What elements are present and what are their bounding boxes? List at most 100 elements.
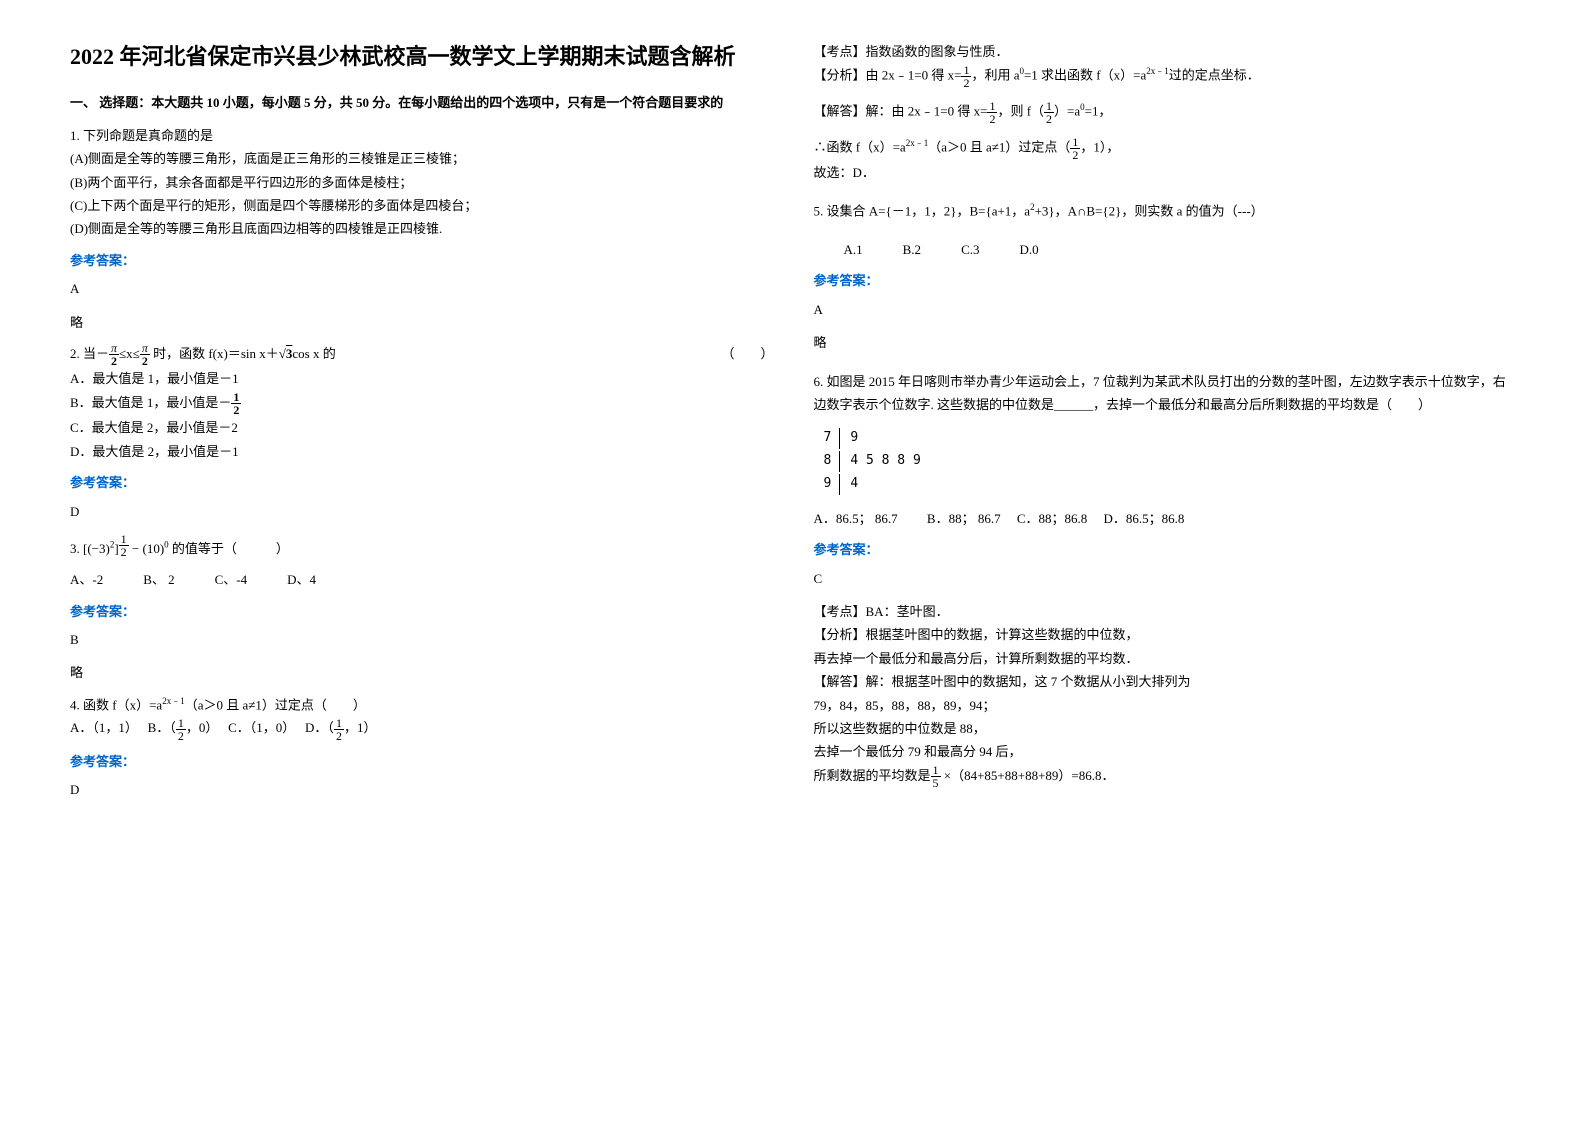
q2-stem: 2. 当－π2≤x≤π2 时，函数 f(x)＝sin x＋√3cos x 的 （… xyxy=(70,342,774,368)
left-column: 2022 年河北省保定市兴县少林武校高一数学文上学期期末试题含解析 一、 选择题… xyxy=(50,40,794,1082)
leaf-8: 4 5 8 8 9 xyxy=(842,451,928,472)
q5-optD: D.0 xyxy=(1019,238,1038,261)
answer-label: 参考答案： xyxy=(70,249,774,272)
concl-prefix: ∴函数 f（x）=a xyxy=(814,139,906,154)
q4-answer: D xyxy=(70,778,774,801)
q3-note: 略 xyxy=(70,661,774,684)
q2-mid: ≤x≤ xyxy=(119,346,140,361)
q5-optC: C.3 xyxy=(961,238,979,261)
q4-stem: 4. 函数 f（x）=a2x﹣1（a＞0 且 a≠1）过定点（ ） xyxy=(70,693,774,717)
answer-label-2: 参考答案： xyxy=(70,471,774,494)
fenxi-end: 过的定点坐标． xyxy=(1169,68,1260,83)
q6-optA: A．86.5； 86.7 xyxy=(814,511,898,526)
leaf-9: 4 xyxy=(842,474,928,495)
q3-optB: B、 2 xyxy=(143,568,174,591)
answer-label-6: 参考答案： xyxy=(814,538,1518,561)
question-3: 3. [(−3)2]12 − (10)0 的值等于（ ） A、-2 B、 2 C… xyxy=(70,533,774,685)
fenxi: 【分析】由 2x﹣1=0 得 x=12，利用 a0=1 求出函数 f（x）=a2… xyxy=(814,63,1518,89)
q6-jieda: 【解答】解：根据茎叶图中的数据知，这 7 个数据从小到大排列为 xyxy=(814,670,1518,693)
q6-jieda4: 去掉一个最低分 79 和最高分 94 后， xyxy=(814,740,1518,763)
jieda-suffix: ）=a xyxy=(1054,104,1080,119)
answer-label-5: 参考答案： xyxy=(814,269,1518,292)
q6-jieda5-prefix: 所剩数据的平均数是 xyxy=(814,768,931,783)
q4-analysis: 【考点】指数函数的图象与性质． 【分析】由 2x﹣1=0 得 x=12，利用 a… xyxy=(814,40,1518,184)
q6-options: A．86.5； 86.7 B．88； 86.7 C．88；86.8 D．86.5… xyxy=(814,507,1518,530)
q4-optD: D．（12，1） xyxy=(305,720,376,735)
q4-optD-prefix: D．（ xyxy=(305,720,334,735)
question-5: 5. 设集合 A={－1，1，2}，B={a+1，a2+3}，A∩B={2}，则… xyxy=(814,199,1518,354)
stem-7: 7 xyxy=(816,428,841,449)
q5-options: A.1 B.2 C.3 D.0 xyxy=(844,238,1518,261)
q4-optB: B．（12，0） xyxy=(148,720,212,735)
q2-optD: D．最大值是 2，最小值是－1 xyxy=(70,440,774,463)
q6-jieda2: 79，84，85，88，88，89，94； xyxy=(814,694,1518,717)
q5-stem-text: 5. 设集合 A={－1，1，2}，B={a+1，a xyxy=(814,204,1031,219)
q6-jieda-label: 【解答】 xyxy=(814,674,866,689)
q6-optD: D．86.5；86.8 xyxy=(1104,511,1185,526)
q1-optB: (B)两个面平行，其余各面都是平行四边形的多面体是棱柱； xyxy=(70,171,774,194)
question-6: 6. 如图是 2015 年日喀则市举办青少年运动会上，7 位裁判为某武术队员打出… xyxy=(814,370,1518,790)
answer-label-4: 参考答案： xyxy=(70,750,774,773)
jieda-prefix: 解：由 2x﹣1=0 得 x= xyxy=(866,104,988,119)
q5-stem-suffix: +3}，A∩B={2}，则实数 a 的值为（---） xyxy=(1035,204,1264,219)
q4-optB-prefix: B．（ xyxy=(148,720,176,735)
stem-9: 9 xyxy=(816,474,841,495)
gu: 故选：D． xyxy=(814,161,1518,184)
q6-kaodian: 【考点】BA：茎叶图． xyxy=(814,600,1518,623)
q4-stem-text: 4. 函数 f（x）=a xyxy=(70,697,162,712)
fenxi-label: 【分析】 xyxy=(814,68,866,83)
stem-leaf-plot: 79 84 5 8 8 9 94 xyxy=(814,426,931,496)
q1-answer: A xyxy=(70,277,774,300)
q1-optA: (A)侧面是全等的等腰三角形，底面是正三角形的三棱锥是正三棱锥； xyxy=(70,147,774,170)
pi-over-2: π2 xyxy=(109,342,119,367)
question-1: 1. 下列命题是真命题的是 (A)侧面是全等的等腰三角形，底面是正三角形的三棱锥… xyxy=(70,124,774,334)
fenxi-mid: ，利用 a xyxy=(971,68,1019,83)
q5-answer: A xyxy=(814,298,1518,321)
conclusion: ∴函数 f（x）=a2x﹣1（a＞0 且 a≠1）过定点（12，1）， xyxy=(814,135,1518,161)
q3-optD: D、4 xyxy=(287,568,316,591)
jieda-label: 【解答】 xyxy=(814,104,866,119)
answer-label-3: 参考答案： xyxy=(70,600,774,623)
q6-jieda5-suffix: ×（84+85+88+88+89）=86.8． xyxy=(941,768,1115,783)
q3-optC: C、-4 xyxy=(215,568,248,591)
q6-stem: 6. 如图是 2015 年日喀则市举办青少年运动会上，7 位裁判为某武术队员打出… xyxy=(814,370,1518,417)
q2-prefix: 2. 当－ xyxy=(70,346,109,361)
jieda-mid: ，则 f（ xyxy=(997,104,1044,119)
q3-stem: 3. [(−3)2]12 − (10)0 的值等于（ ） xyxy=(70,533,774,560)
q5-stem: 5. 设集合 A={－1，1，2}，B={a+1，a2+3}，A∩B={2}，则… xyxy=(814,199,1518,223)
q6-fenxi1: 根据茎叶图中的数据，计算这些数据的中位数， xyxy=(866,627,1139,642)
q2-suffix: 时，函数 f(x)＝sin x＋ xyxy=(150,346,279,361)
question-4: 4. 函数 f（x）=a2x﹣1（a＞0 且 a≠1）过定点（ ） A．（1，1… xyxy=(70,693,774,802)
stem-8: 8 xyxy=(816,451,841,472)
section-header: 一、 选择题：本大题共 10 小题，每小题 5 分，共 50 分。在每小题给出的… xyxy=(70,93,774,114)
q6-optB: B．88； 86.7 xyxy=(927,511,1001,526)
q2-optA: A．最大值是 1，最小值是－1 xyxy=(70,367,774,390)
q6-kaodian-label: 【考点】 xyxy=(814,604,866,619)
q2-blank: （ ） xyxy=(721,342,773,365)
q1-optC: (C)上下两个面是平行的矩形，侧面是四个等腰梯形的多面体是四棱台； xyxy=(70,194,774,217)
q4-options: A．（1，1） B．（12，0） C．（1，0） D．（12，1） xyxy=(70,716,774,742)
question-2: 2. 当－π2≤x≤π2 时，函数 f(x)＝sin x＋√3cos x 的 （… xyxy=(70,342,774,523)
q2-optB-prefix: B．最大值是 1，最小值是－ xyxy=(70,395,231,410)
q2-end: cos x 的 xyxy=(292,346,335,361)
q5-note: 略 xyxy=(814,331,1518,354)
q5-optB: B.2 xyxy=(903,238,921,261)
q3-options: A、-2 B、 2 C、-4 D、4 xyxy=(70,568,774,591)
q6-jieda3: 所以这些数据的中位数是 88， xyxy=(814,717,1518,740)
leaf-7: 9 xyxy=(842,428,928,449)
kaodian-text: 指数函数的图象与性质． xyxy=(866,44,1009,59)
concl-suffix: ，1）， xyxy=(1080,139,1119,154)
q4-optD-suffix: ，1） xyxy=(344,720,377,735)
q1-optD: (D)侧面是全等的等腰三角形且底面四边相等的四棱锥是正四棱锥. xyxy=(70,217,774,240)
q3-suffix: 的值等于（ ） xyxy=(172,541,289,556)
q1-note: 略 xyxy=(70,311,774,334)
q6-fenxi: 【分析】根据茎叶图中的数据，计算这些数据的中位数， xyxy=(814,623,1518,646)
q2-optB: B．最大值是 1，最小值是－12 xyxy=(70,391,774,417)
q6-fenxi-label: 【分析】 xyxy=(814,627,866,642)
q6-jieda5: 所剩数据的平均数是15 ×（84+85+88+88+89）=86.8． xyxy=(814,764,1518,790)
q6-optC: C．88；86.8 xyxy=(1017,511,1087,526)
q6-answer: C xyxy=(814,567,1518,590)
jieda: 【解答】解：由 2x﹣1=0 得 x=12，则 f（12）=a0=1， xyxy=(814,99,1518,125)
q4-optB-suffix: ，0） xyxy=(186,720,212,735)
q6-fenxi2: 再去掉一个最低分和最高分后，计算所剩数据的平均数． xyxy=(814,647,1518,670)
